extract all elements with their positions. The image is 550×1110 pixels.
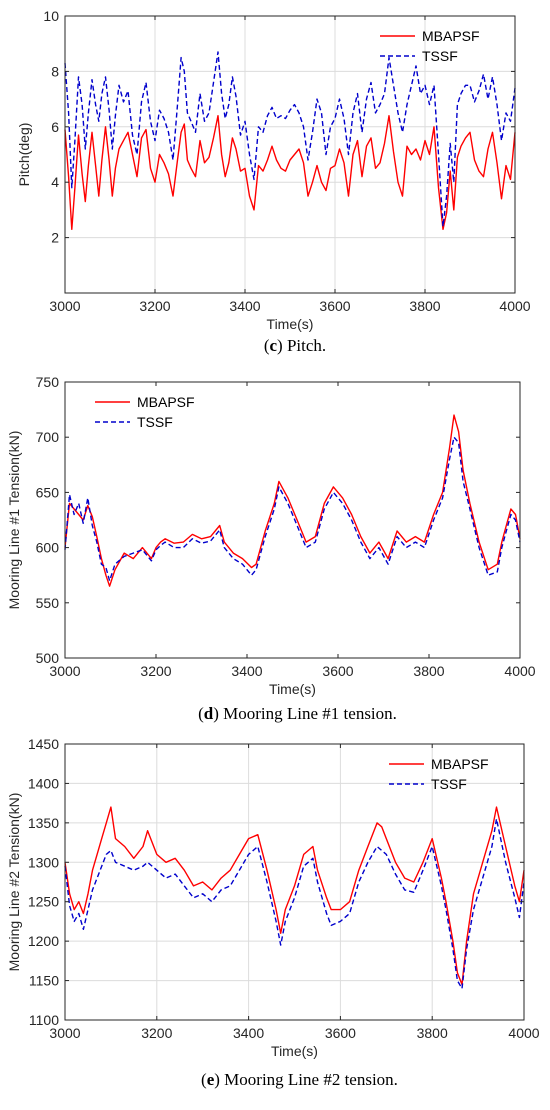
series-line-mbapsf bbox=[64, 806, 525, 986]
series-line-mbapsf bbox=[64, 414, 521, 587]
x-axis-label: Time(s) bbox=[271, 1043, 318, 1059]
series-line-tssf bbox=[64, 436, 521, 582]
y-axis-label: Mooring Line #2 Tension(kN) bbox=[6, 793, 22, 972]
x-tick-label: 3200 bbox=[139, 298, 170, 314]
plot-frame bbox=[64, 743, 525, 1021]
y-tick-label: 1150 bbox=[29, 973, 59, 989]
x-tick-label: 3000 bbox=[49, 298, 80, 314]
plot-frame bbox=[64, 15, 516, 294]
legend-label-mbapsf: MBAPSF bbox=[422, 28, 480, 44]
x-tick-label: 4000 bbox=[499, 298, 530, 314]
y-tick-label: 500 bbox=[36, 650, 60, 666]
plot-frame bbox=[64, 381, 521, 659]
x-axis-label: Time(s) bbox=[269, 681, 316, 697]
y-tick-label: 1350 bbox=[28, 815, 59, 831]
y-tick-label: 700 bbox=[36, 429, 60, 445]
x-tick-label: 3600 bbox=[325, 1025, 356, 1041]
legend-label-tssf: TSSF bbox=[137, 414, 173, 430]
series-line-mbapsf bbox=[64, 114, 516, 231]
y-axis-label: Mooring Line #1 Tension(kN) bbox=[6, 431, 22, 610]
figure-caption: (d) Mooring Line #1 tension. bbox=[198, 704, 397, 723]
y-tick-label: 8 bbox=[51, 63, 59, 79]
x-tick-label: 3000 bbox=[49, 1025, 80, 1041]
y-tick-label: 600 bbox=[36, 540, 60, 556]
x-tick-label: 4000 bbox=[504, 663, 535, 679]
y-tick-label: 2 bbox=[51, 230, 59, 246]
x-tick-label: 3400 bbox=[231, 663, 262, 679]
chart-3: 3000 3200 3400 3600 3800 4000 1100 1150 1200 1250… bbox=[6, 736, 540, 1089]
x-tick-label: 3400 bbox=[229, 298, 260, 314]
legend-label-tssf: TSSF bbox=[422, 48, 458, 64]
legend-label-mbapsf: MBAPSF bbox=[137, 394, 195, 410]
x-tick-label: 3200 bbox=[140, 663, 171, 679]
y-tick-label: 1250 bbox=[28, 894, 59, 910]
y-tick-label: 1100 bbox=[29, 1012, 59, 1028]
x-tick-label: 3000 bbox=[49, 663, 80, 679]
x-tick-label: 3600 bbox=[319, 298, 350, 314]
y-axis-label: Pitch(deg) bbox=[16, 123, 32, 187]
legend-label-tssf: TSSF bbox=[431, 776, 467, 792]
figure-caption: (c) Pitch. bbox=[264, 336, 326, 355]
series-line-tssf bbox=[64, 51, 516, 228]
legend-label-mbapsf: MBAPSF bbox=[431, 756, 489, 772]
chart-1: 3000 3200 3400 3600 3800 4000 2 4 6 8 10 Time(s) Pit… bbox=[16, 8, 531, 355]
y-tick-label: 1300 bbox=[28, 854, 59, 870]
series-line-tssf bbox=[64, 818, 525, 990]
x-tick-label: 3800 bbox=[409, 298, 440, 314]
x-tick-label: 3800 bbox=[417, 1025, 448, 1041]
x-axis-label: Time(s) bbox=[267, 316, 314, 332]
y-tick-label: 4 bbox=[51, 174, 59, 190]
chart-2: 3000 3200 3400 3600 3800 4000 500 550 600 650 700 7… bbox=[6, 374, 536, 723]
y-tick-label: 650 bbox=[36, 484, 60, 500]
figure-caption: (e) Mooring Line #2 tension. bbox=[201, 1070, 398, 1089]
y-tick-label: 750 bbox=[36, 374, 60, 390]
x-tick-label: 3800 bbox=[413, 663, 444, 679]
y-tick-label: 6 bbox=[51, 119, 59, 135]
x-tick-label: 3600 bbox=[322, 663, 353, 679]
x-tick-label: 3400 bbox=[233, 1025, 264, 1041]
x-tick-label: 4000 bbox=[508, 1025, 539, 1041]
y-tick-label: 1400 bbox=[28, 775, 59, 791]
y-tick-label: 1450 bbox=[28, 736, 59, 752]
y-tick-label: 1200 bbox=[28, 933, 59, 949]
y-tick-label: 10 bbox=[43, 8, 59, 24]
x-tick-label: 3200 bbox=[141, 1025, 172, 1041]
y-tick-label: 550 bbox=[36, 595, 60, 611]
